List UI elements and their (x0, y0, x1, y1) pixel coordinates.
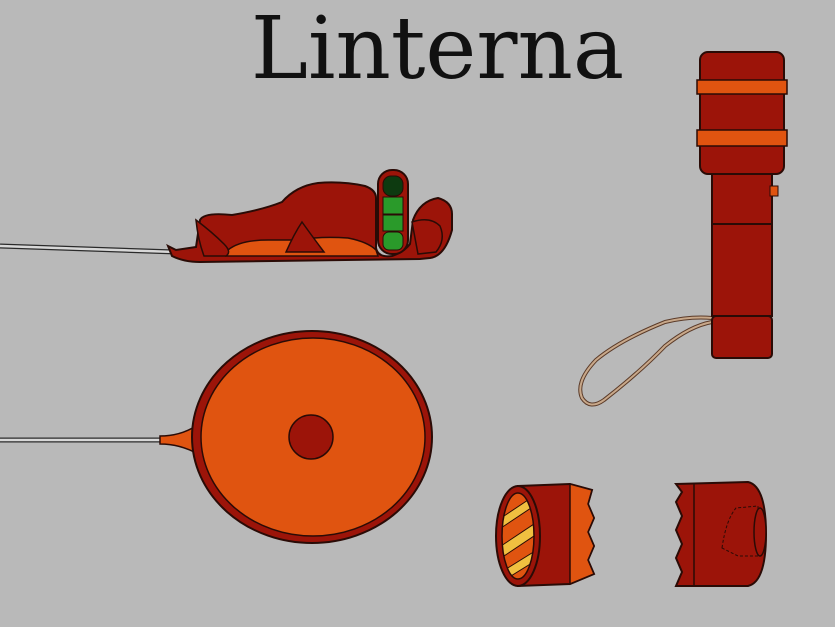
upright-head-band-top (696, 79, 788, 95)
flashlight-tail-piece (674, 480, 768, 587)
battery-indicator-green-1 (382, 196, 404, 215)
battery-indicator-green-3 (382, 231, 404, 251)
front-view-center-button (288, 414, 334, 460)
flashlight-side-view (0, 169, 453, 264)
flashlight-front-view (0, 330, 433, 544)
side-view-center-fin (284, 220, 326, 253)
side-view-body (166, 181, 453, 264)
lanyard-strap-inner (579, 316, 713, 406)
upright-head-band-bottom (696, 129, 788, 147)
upright-head (699, 51, 785, 175)
upright-body-upper (711, 173, 773, 225)
tail-piece-body (674, 480, 768, 587)
upright-body-middle (711, 223, 773, 317)
side-view-wire (0, 243, 177, 255)
battery-indicator-green-2 (382, 214, 404, 232)
flashlight-upright (578, 51, 788, 407)
upright-switch (769, 185, 779, 197)
flashlight-head-piece (495, 482, 596, 588)
diagram-title: Linterna (250, 0, 625, 99)
tail-piece-end (753, 507, 767, 557)
side-view-left-fin (195, 218, 230, 257)
upright-tail-cap (711, 315, 773, 359)
side-view-right-lobe (411, 219, 443, 255)
battery-indicator-dark (382, 175, 404, 197)
head-piece-orange-band (569, 483, 595, 586)
